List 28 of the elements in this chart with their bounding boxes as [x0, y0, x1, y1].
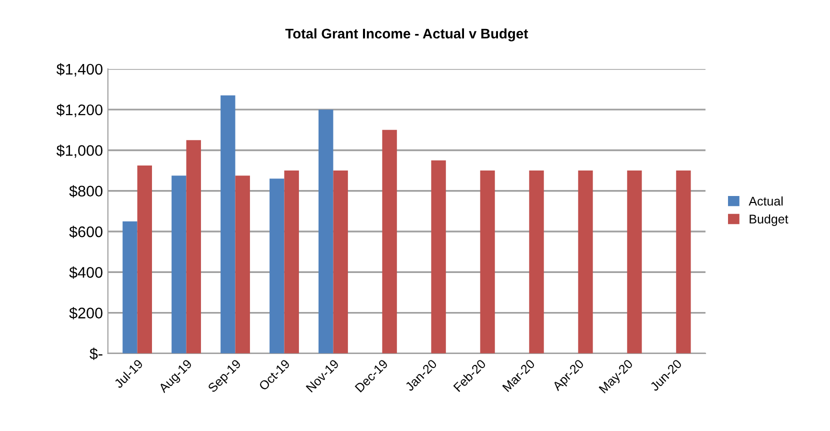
bar	[318, 110, 334, 354]
bar	[137, 165, 152, 354]
legend-label: Budget	[750, 214, 788, 226]
bar	[235, 176, 250, 354]
y-tick-label: $600	[69, 226, 102, 238]
chart-title: Total Grant Income - Actual v Budget	[285, 28, 528, 42]
bar	[382, 130, 397, 354]
y-tick-label: $-	[90, 348, 102, 360]
bar	[627, 170, 642, 354]
y-tick-label: $1,000	[56, 144, 102, 158]
bar	[172, 176, 186, 354]
bar	[480, 170, 495, 354]
bar	[220, 95, 236, 354]
bar	[122, 221, 138, 354]
bar	[676, 170, 691, 354]
y-tick-label: $800	[69, 185, 102, 198]
legend-label: Actual	[748, 196, 783, 206]
y-tick-label: $1,400	[56, 63, 102, 76]
bar	[270, 178, 284, 354]
y-tick-label: $200	[69, 307, 102, 320]
bar	[578, 170, 593, 354]
bar	[529, 170, 544, 354]
bar	[431, 160, 446, 354]
y-tick-label: $1,200	[56, 104, 102, 118]
bar	[333, 170, 348, 354]
bar	[186, 140, 201, 354]
bar	[284, 170, 299, 354]
y-tick-label: $400	[69, 266, 102, 279]
